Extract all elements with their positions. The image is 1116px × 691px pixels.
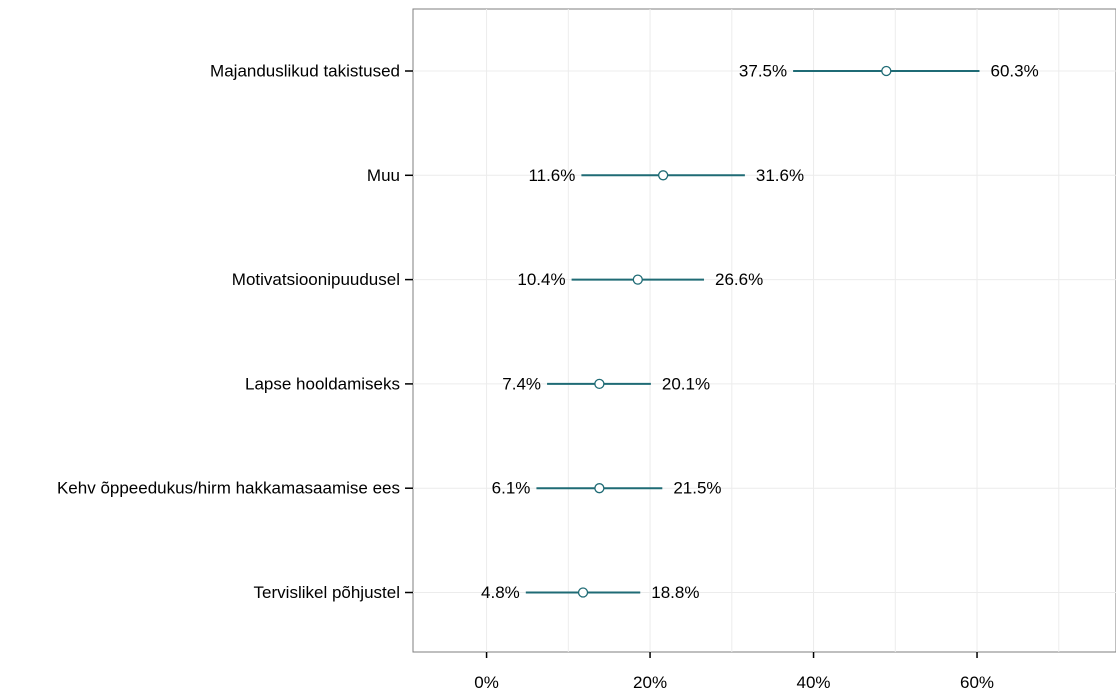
lower-bound-label: 6.1% xyxy=(492,479,531,498)
labels: Majanduslikud takistused 37.5% 60.3% Muu 11.… xyxy=(57,61,1039,602)
x-tick-label: 0% xyxy=(474,673,499,691)
category-label: Kehv õppeedukus/hirm hakkamasaamise ees xyxy=(57,479,400,498)
x-tick-label: 40% xyxy=(797,673,831,691)
upper-bound-label: 31.6% xyxy=(756,166,804,185)
gridlines xyxy=(413,9,1116,652)
lower-bound-label: 4.8% xyxy=(481,583,520,602)
upper-bound-label: 21.5% xyxy=(673,479,721,498)
estimate-point xyxy=(594,378,605,390)
category-label: Majanduslikud takistused xyxy=(210,61,400,80)
upper-bound-label: 60.3% xyxy=(990,61,1038,80)
estimate-point xyxy=(657,170,669,181)
intervals xyxy=(525,65,980,598)
x-tick-label: 60% xyxy=(960,673,994,691)
estimate-point xyxy=(577,587,589,598)
category-label: Motivatsioonipuudusel xyxy=(232,270,400,289)
estimate-point xyxy=(594,483,605,494)
lower-bound-label: 7.4% xyxy=(502,374,541,393)
upper-bound-label: 20.1% xyxy=(662,374,710,393)
lower-bound-label: 11.6% xyxy=(528,166,575,185)
lower-bound-label: 10.4% xyxy=(517,270,565,289)
category-label: Lapse hooldamiseks xyxy=(245,374,400,393)
axis-ticks: 0% 20% 40% 60% xyxy=(405,70,994,691)
lower-bound-label: 37.5% xyxy=(739,61,787,80)
estimate-point xyxy=(632,274,643,285)
category-label: Muu xyxy=(367,166,400,185)
upper-bound-label: 26.6% xyxy=(715,270,763,289)
upper-bound-label: 18.8% xyxy=(651,583,699,602)
plot-panel xyxy=(412,8,1116,653)
estimate-point xyxy=(881,65,892,77)
x-tick-label: 20% xyxy=(633,673,667,691)
category-label: Tervislikel põhjustel xyxy=(254,583,400,602)
